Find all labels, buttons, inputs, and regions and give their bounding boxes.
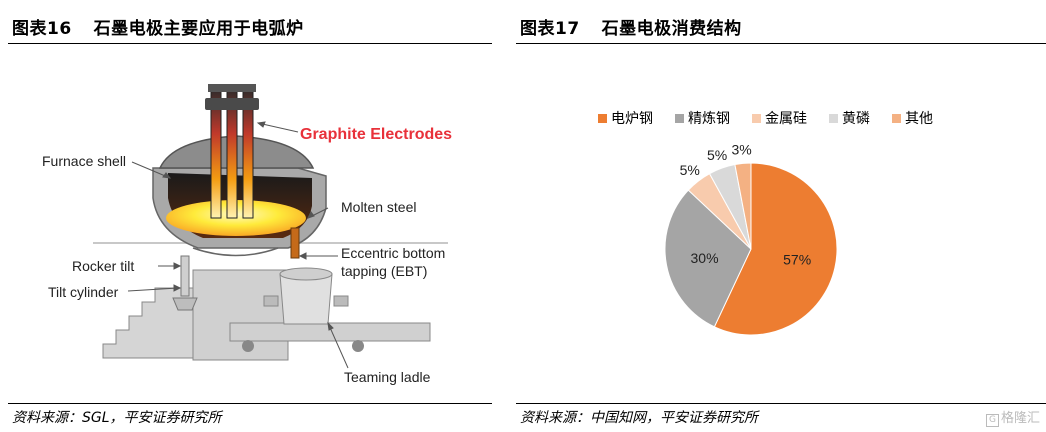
legend-item: 其他 [892,108,933,128]
legend-swatch [892,113,901,123]
pie-data-label: 57% [783,251,811,267]
teaming-ladle-label: Teaming ladle [344,369,431,385]
source-rule [8,403,492,404]
graphite-electrodes-label: Graphite Electrodes [300,126,452,143]
watermark-logo-icon: G [985,414,999,427]
cart-wheel [242,340,254,352]
chart-legend: 电炉钢 精炼钢 金属硅 黄磷 其他 [598,108,933,128]
figure-16-title: 图表16 石墨电极主要应用于电弧炉 [12,14,304,39]
figure-number: 图表16 [12,19,72,39]
title-rule [516,43,1046,44]
right-panel: 图表17 石墨电极消费结构 电炉钢 精炼钢 金属硅 黄磷 其他 57% 30% 5% 5% 3% … [508,0,1046,432]
furnace-base [192,269,289,361]
pie-slice [713,162,838,336]
ebt-label-line2: tapping (EBT) [341,263,427,279]
legend-swatch [675,113,684,123]
rocker-tilt-label: Rocker tilt [72,258,134,274]
legend-swatch [752,113,761,123]
figure-title-text: 石墨电极消费结构 [601,19,742,39]
watermark-text: 格隆汇 [1000,411,1040,426]
legend-item: 黄磷 [829,108,870,128]
rocker-shape [172,297,198,311]
legend-swatch [598,113,607,123]
ladle-rim [279,267,333,281]
ladle-trunnion [333,295,349,307]
pie-chart: 57%30%5%5% 3% [664,141,838,336]
tilt-cylinder-shape [180,255,190,297]
tilt-cylinder-label: Tilt cylinder [48,284,119,300]
molten-steel-label: Molten steel [341,199,416,215]
legend-item: 金属硅 [752,108,807,128]
source-note: 资料来源：中国知网，平安证券研究所 [520,410,758,426]
source-note: 资料来源：SGL，平安证券研究所 [12,410,222,426]
ebt-tap [290,227,300,259]
electric-arc-furnace-diagram: Graphite Electrodes Furnace shell Molten… [42,84,452,385]
pie-slice [734,162,752,250]
figure-17-title: 图表17 石墨电极消费结构 [520,14,742,39]
watermark: G 格隆汇 [985,407,1040,427]
legend-label: 精炼钢 [688,111,730,127]
pie-data-label: 3% [731,141,751,157]
source-rule [516,403,1046,404]
legend-label: 金属硅 [765,111,807,127]
legend-label: 黄磷 [842,111,870,127]
furnace-shell-label: Furnace shell [42,153,126,169]
ebt-label-line1: Eccentric bottom [341,245,445,261]
left-panel: 图表16 石墨电极主要应用于电弧炉 [0,0,492,432]
legend-swatch [829,113,838,123]
teaming-ladle-body [279,273,333,325]
pie-data-label: 5% [707,147,727,163]
figure-number: 图表17 [520,19,580,39]
legend-item: 电炉钢 [598,108,653,128]
legend-label: 电炉钢 [611,111,653,127]
ladle-cart [229,322,431,342]
pie-slice [664,189,752,328]
ladle-trunnion [263,295,279,307]
electrode-cap [208,84,224,92]
pie-data-label: 30% [691,250,719,266]
electrode-cap [240,84,256,92]
electrode-clamp [205,98,259,110]
title-rule [8,43,492,44]
legend-item: 精炼钢 [675,108,730,128]
figure-title-text: 石墨电极主要应用于电弧炉 [93,19,304,39]
cart-wheel [352,340,364,352]
legend-label: 其他 [905,111,933,127]
pie-data-label: 5% [680,162,700,178]
electrode-cap [224,84,240,92]
